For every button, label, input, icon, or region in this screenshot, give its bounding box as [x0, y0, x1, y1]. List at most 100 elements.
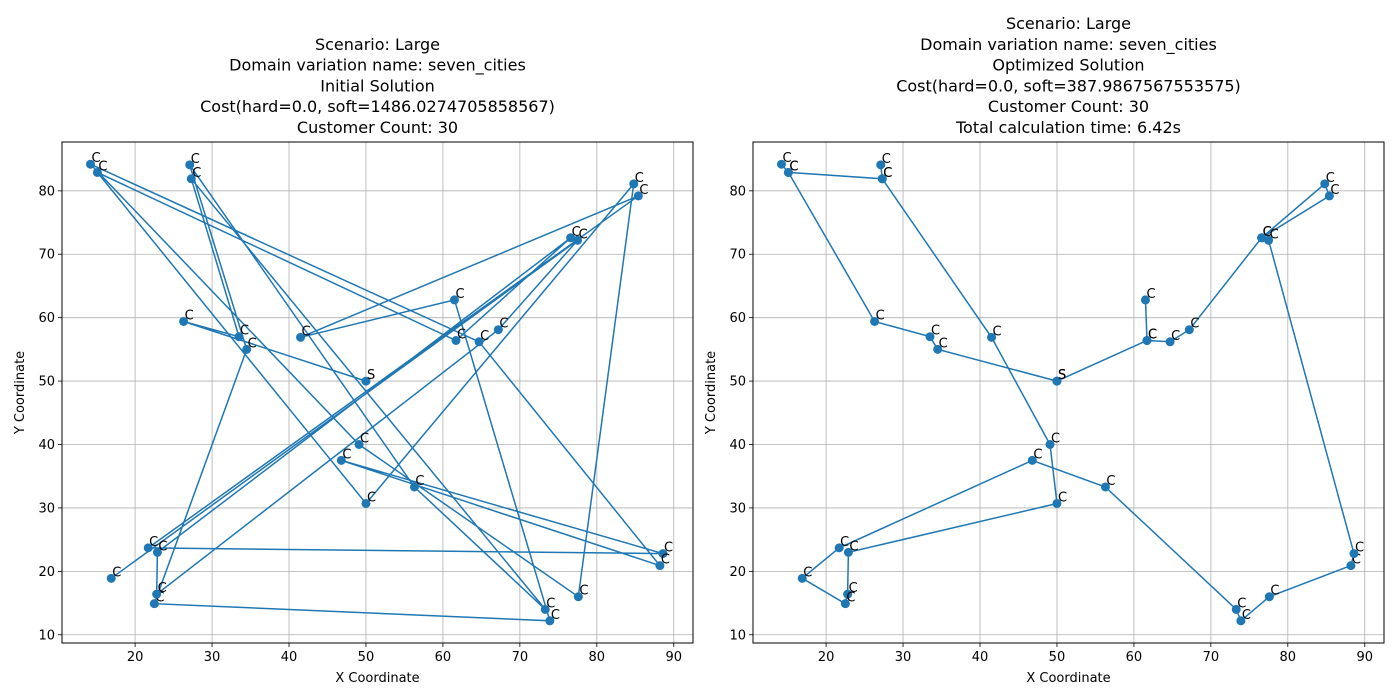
customer-point: [573, 235, 583, 245]
customer-point: [783, 167, 793, 177]
customer-label: C: [939, 336, 948, 351]
customer-label: C: [1330, 183, 1339, 198]
title-line: Cost(hard=0.0, soft=1486.0274705858567): [200, 97, 555, 116]
customer-label: C: [846, 591, 855, 606]
customer-point: [776, 159, 786, 169]
customer-label: C: [664, 541, 673, 556]
customer-label: C: [1190, 317, 1199, 332]
y-tick-label: 60: [38, 311, 55, 326]
customer-label: C: [579, 584, 588, 599]
customer-label: C: [91, 151, 100, 166]
customer-point: [449, 295, 459, 305]
x-tick-label: 80: [1280, 650, 1297, 665]
title-line: Optimized Solution: [992, 56, 1144, 75]
customer-label: C: [1148, 327, 1157, 342]
title-line: Scenario: Large: [315, 35, 440, 54]
customer-point: [234, 332, 244, 342]
title-line: Customer Count: 30: [988, 97, 1149, 116]
customer-label: C: [1146, 287, 1155, 302]
customer-label: C: [1263, 225, 1272, 240]
customer-label: C: [155, 591, 164, 606]
y-tick-label: 60: [729, 311, 746, 326]
customer-label: C: [1058, 490, 1067, 505]
x-tick-label: 90: [1356, 650, 1373, 665]
axes-frame: [752, 141, 1385, 644]
customer-label: C: [883, 166, 892, 181]
customer-point: [85, 159, 95, 169]
customer-label: C: [248, 336, 257, 351]
customer-point: [451, 335, 461, 345]
customer-label: C: [158, 581, 167, 596]
customer-point: [633, 191, 643, 201]
title-line: Domain variation name: seven_cities: [229, 56, 526, 76]
customer-label: C: [551, 608, 560, 623]
x-tick-label: 40: [281, 650, 298, 665]
y-tick-label: 30: [38, 501, 55, 516]
customer-label: C: [579, 227, 588, 242]
customer-label: C: [1270, 227, 1279, 242]
customer-point: [925, 332, 935, 342]
customer-point: [1257, 233, 1267, 243]
chart-title: Scenario: Large Domain variation name: se…: [200, 35, 555, 137]
y-tick-label: 20: [729, 565, 746, 580]
customer-label: C: [1237, 596, 1246, 611]
customer-point: [843, 589, 853, 599]
customer-point: [1320, 179, 1330, 189]
x-tick-label: 60: [1126, 650, 1143, 665]
customer-point: [1052, 498, 1062, 508]
customer-label: C: [149, 535, 158, 550]
customer-label: C: [360, 432, 369, 447]
customer-point: [573, 592, 583, 602]
customer-point: [409, 482, 419, 492]
customer-label: C: [789, 159, 798, 174]
y-tick-label: 70: [729, 248, 746, 263]
y-tick-label: 10: [729, 628, 746, 643]
customer-point: [987, 332, 997, 342]
customer-label: C: [191, 152, 200, 167]
customer-label: C: [457, 327, 466, 342]
y-tick-label: 80: [38, 184, 55, 199]
customer-label: C: [1148, 327, 1157, 342]
y-tick-label: 40: [38, 438, 55, 453]
customer-label: C: [1106, 474, 1115, 489]
customer-label: C: [993, 324, 1002, 339]
customer-point: [152, 547, 162, 557]
customer-label: C: [302, 324, 311, 339]
customer-point: [474, 337, 484, 347]
x-tick-label: 80: [589, 650, 606, 665]
customer-label: C: [98, 159, 107, 174]
y-tick-label: 80: [729, 184, 746, 199]
customer-point: [1100, 482, 1110, 492]
customer-point: [797, 573, 807, 583]
x-axis-label: X Coordinate: [1026, 671, 1110, 686]
y-axis-label: Y Coordinate: [13, 351, 28, 435]
x-tick-label: 50: [358, 650, 375, 665]
x-tick-label: 40: [972, 650, 989, 665]
customer-label: C: [499, 317, 508, 332]
customer-point: [1346, 561, 1356, 571]
customer-label: C: [240, 324, 249, 339]
depot-label: S: [367, 368, 375, 383]
customer-label: C: [931, 324, 940, 339]
customer-label: C: [1263, 225, 1272, 240]
axes-frame: [61, 141, 694, 644]
x-tick-label: 60: [435, 650, 452, 665]
x-tick-label: 70: [1203, 650, 1220, 665]
customer-point: [834, 543, 844, 553]
customer-label: C: [1171, 329, 1180, 344]
customer-point: [354, 440, 364, 450]
customer-label: C: [546, 596, 555, 611]
customer-label: C: [192, 166, 201, 181]
customer-point: [336, 455, 346, 465]
x-tick-label: 50: [1049, 650, 1066, 665]
customer-point: [92, 167, 102, 177]
customer-point: [143, 543, 153, 553]
customer-label: C: [455, 287, 464, 302]
customer-label: C: [661, 553, 670, 568]
customer-point: [1140, 295, 1150, 305]
y-tick-label: 50: [38, 375, 55, 390]
